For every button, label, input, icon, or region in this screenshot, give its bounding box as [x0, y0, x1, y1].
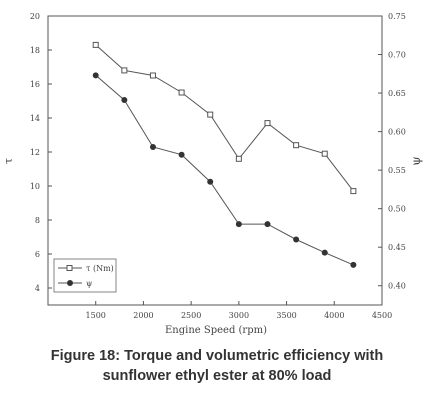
- right-tick-label: 0.70: [388, 51, 406, 60]
- right-tick-label: 0.50: [388, 205, 406, 214]
- x-axis-ticks: 1500 2000 2500 3000 3500 4000 4500: [86, 301, 392, 320]
- left-tick-label: 16: [30, 80, 40, 89]
- data-point-psi: [178, 151, 185, 158]
- legend-marker-psi: [67, 280, 73, 286]
- data-point-psi: [264, 221, 271, 228]
- data-point-psi: [121, 97, 128, 104]
- data-point-tau: [207, 111, 214, 118]
- x-tick-label: 1500: [86, 311, 106, 320]
- left-tick-label: 4: [35, 284, 40, 293]
- data-point-tau: [293, 142, 300, 149]
- data-point-psi: [149, 144, 156, 151]
- data-point-psi: [321, 249, 328, 256]
- left-tick-label: 14: [30, 114, 40, 123]
- figure-caption: Figure 18: Torque and volumetric efficie…: [0, 346, 434, 386]
- data-point-tau: [149, 72, 156, 79]
- series-line-tau: [95, 44, 354, 192]
- left-axis-ticks: 4 6 8 10 12 14 16 18 20: [30, 12, 52, 293]
- series-line-psi: [95, 74, 354, 266]
- right-tick-label: 0.65: [388, 89, 406, 98]
- right-tick-label: 0.40: [388, 282, 406, 291]
- right-tick-label: 0.60: [388, 128, 406, 137]
- data-point-tau: [121, 67, 128, 74]
- data-point-tau: [264, 120, 271, 127]
- left-axis-label: τ: [2, 158, 15, 164]
- right-axis-label: ψ: [409, 156, 423, 165]
- chart-svg: 1500 2000 2500 3000 3500 4000 4500 4 6 8 10 12 14 16…: [2, 12, 423, 336]
- legend-box: [53, 258, 117, 293]
- data-point-tau: [178, 89, 185, 96]
- left-tick-label: 8: [35, 216, 40, 225]
- right-tick-label: 0.55: [388, 166, 406, 175]
- x-axis-label: Engine Speed (rpm): [165, 325, 267, 336]
- caption-line-2: sunflower ethyl ester at 80% load: [102, 368, 332, 384]
- x-tick-label: 2500: [181, 311, 201, 320]
- x-tick-label: 4500: [372, 311, 392, 320]
- left-tick-label: 6: [35, 250, 40, 259]
- right-axis-ticks: 0.40 0.45 0.50 0.55 0.60 0.65 0.70 0.75: [378, 12, 406, 291]
- data-point-psi: [92, 72, 99, 79]
- left-tick-label: 18: [30, 46, 40, 55]
- plot-frame: [47, 15, 383, 306]
- data-point-tau: [321, 150, 328, 157]
- series-layer: [92, 41, 357, 268]
- x-tick-label: 3500: [276, 311, 296, 320]
- left-tick-label: 12: [30, 148, 40, 157]
- data-point-tau: [350, 188, 357, 195]
- right-tick-label: 0.45: [388, 243, 406, 252]
- data-point-psi: [350, 261, 357, 268]
- data-point-psi: [235, 221, 242, 228]
- left-tick-label: 10: [30, 182, 40, 191]
- data-point-psi: [207, 178, 214, 185]
- data-point-tau: [235, 155, 242, 162]
- legend-marker-tau: [66, 265, 73, 271]
- x-tick-label: 3000: [229, 311, 249, 320]
- data-point-tau: [92, 41, 99, 48]
- legend-label-psi: ψ: [86, 279, 92, 288]
- caption-line-1: Figure 18: Torque and volumetric efficie…: [50, 348, 384, 364]
- legend: τ (Nm) ψ: [53, 258, 117, 293]
- x-tick-label: 2000: [133, 311, 153, 320]
- x-tick-label: 4000: [324, 311, 344, 320]
- legend-label-tau: τ (Nm): [86, 264, 114, 273]
- left-tick-label: 20: [30, 12, 40, 21]
- data-point-psi: [293, 236, 300, 243]
- right-tick-label: 0.75: [388, 12, 406, 21]
